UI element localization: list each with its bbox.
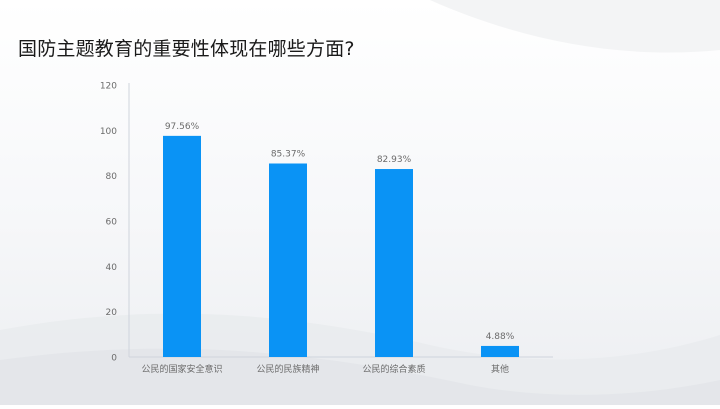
y-tick-label: 100: [100, 127, 117, 137]
y-tick-label: 120: [100, 82, 117, 92]
x-tick-label: 其他: [491, 363, 509, 375]
data-label: 85.37%: [271, 149, 306, 159]
y-tick-label: 20: [106, 308, 118, 318]
y-tick-label: 40: [106, 263, 118, 273]
bar: [269, 163, 307, 357]
y-tick-label: 0: [111, 354, 117, 364]
y-tick-label: 60: [106, 218, 118, 228]
data-label: 82.93%: [377, 155, 412, 165]
x-tick-label: 公民的民族精神: [256, 363, 319, 375]
data-label: 97.56%: [165, 122, 200, 132]
x-tick-label: 公民的国家安全意识: [141, 363, 222, 375]
bar: [163, 135, 201, 357]
y-tick-label: 80: [106, 172, 118, 182]
x-tick-label: 公民的综合素质: [362, 363, 425, 375]
bar: [481, 345, 519, 357]
data-label: 4.88%: [486, 332, 515, 342]
bar: [375, 169, 413, 357]
slide-title: 国防主题教育的重要性体现在哪些方面?: [18, 38, 355, 60]
